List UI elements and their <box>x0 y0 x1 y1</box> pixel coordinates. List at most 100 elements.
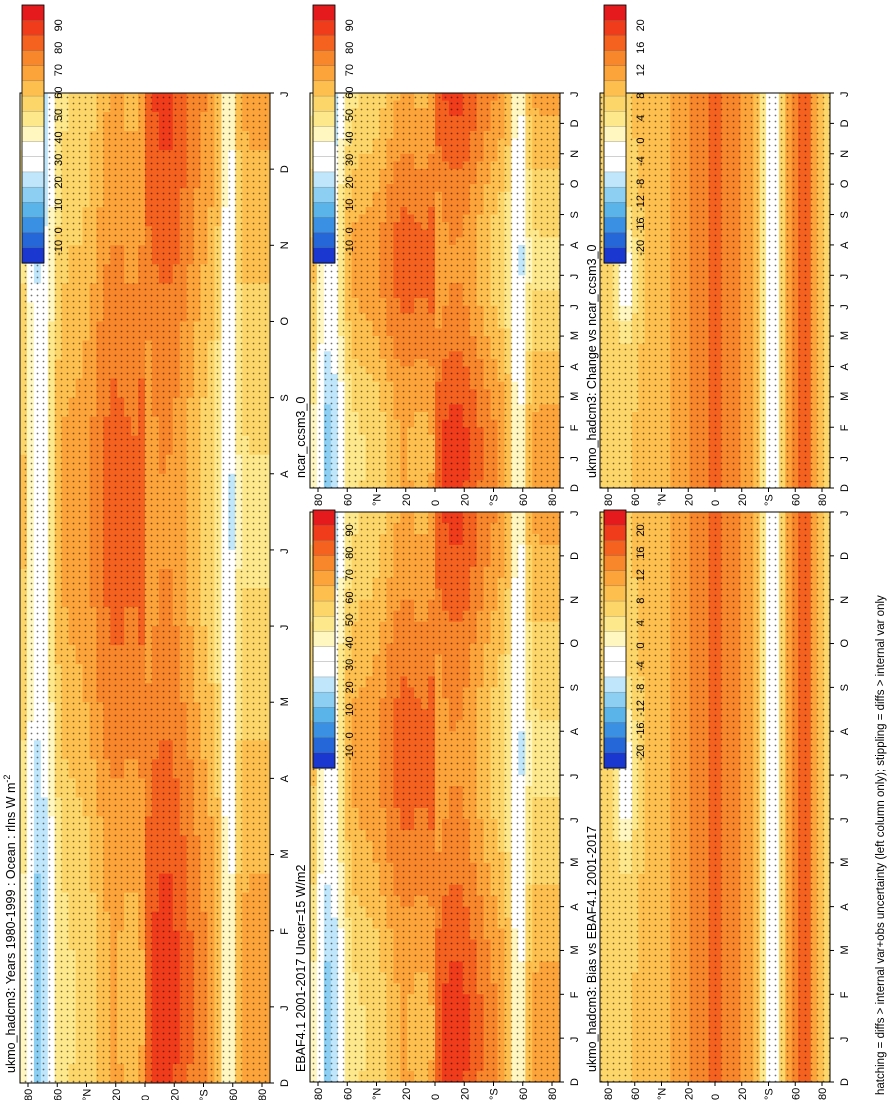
colorbar-swatch <box>22 172 44 188</box>
colorbar-tick-label: 90 <box>53 19 65 31</box>
colorbar-swatch <box>313 35 335 51</box>
colorbar-swatch <box>22 202 44 218</box>
lat-tick-label: °N <box>82 1089 94 1100</box>
lat-tick-label: 20 <box>401 494 413 506</box>
colorbar-swatch <box>22 66 44 82</box>
month-tick-label: A <box>569 241 581 249</box>
colorbar-swatch <box>22 157 44 173</box>
lat-tick-label: 60 <box>342 494 354 506</box>
colorbar-swatch <box>22 142 44 158</box>
colorbar-tick-label: 60 <box>344 86 356 98</box>
colorbar-swatch <box>313 142 335 158</box>
colorbar-swatch <box>313 172 335 188</box>
colorbar-swatch <box>22 51 44 67</box>
colorbar-tick-label: 60 <box>53 86 65 98</box>
month-tick-label: M <box>569 331 581 340</box>
panel-title: ncar_ccsm3_0 <box>294 397 308 478</box>
colorbar-tick-label: 80 <box>53 42 65 54</box>
colorbar-swatch <box>313 187 335 203</box>
month-tick-label: N <box>569 150 581 158</box>
stippling-overlay <box>310 93 560 488</box>
month-tick-label: J <box>569 304 581 310</box>
month-tick-label: D <box>569 484 581 492</box>
month-tick-label: J <box>279 625 291 631</box>
colorbar-tick-label: -10 <box>344 240 356 256</box>
month-tick-label: M <box>279 697 291 706</box>
lat-tick-label: °S <box>489 494 501 506</box>
colorbar-swatch <box>313 20 335 36</box>
colorbar-tick-label: 10 <box>344 199 356 211</box>
panel-title-superscript: -2 <box>2 775 12 783</box>
lat-tick-label: 20 <box>169 1089 181 1100</box>
lat-tick-label: 60 <box>518 494 530 506</box>
lat-tick-label: °S <box>199 1089 211 1100</box>
month-tick-label: J <box>279 92 291 98</box>
colorbar-tick-label: 30 <box>53 154 65 166</box>
colorbar-swatch <box>313 126 335 142</box>
colorbar-swatch <box>22 248 44 264</box>
colorbar-tick-label: 40 <box>344 131 356 143</box>
colorbar-swatch <box>22 111 44 127</box>
month-tick-label: A <box>279 774 291 782</box>
colorbar-swatch <box>313 81 335 97</box>
colorbar-tick-label: 50 <box>344 109 356 121</box>
colorbar-swatch <box>22 35 44 51</box>
lat-tick-label: 60 <box>228 1089 240 1100</box>
colorbar-swatch <box>313 111 335 127</box>
month-tick-label: J <box>569 274 581 280</box>
month-tick-label: O <box>279 316 291 325</box>
colorbar-tick-label: 30 <box>344 154 356 166</box>
lat-tick-label: 60 <box>52 1089 64 1100</box>
lat-tick-label: 80 <box>547 494 559 506</box>
month-tick-label: S <box>279 394 291 401</box>
colorbar-swatch <box>313 217 335 233</box>
lat-tick-label: 80 <box>257 1089 269 1100</box>
colorbar-swatch <box>22 126 44 142</box>
colorbar-swatch <box>22 81 44 97</box>
month-tick-label: N <box>279 241 291 249</box>
month-tick-label: M <box>279 849 291 858</box>
month-tick-label: D <box>279 1079 291 1087</box>
colorbar-swatch <box>313 233 335 249</box>
month-tick-label: M <box>569 392 581 401</box>
colorbar-tick-label: 10 <box>53 199 65 211</box>
colorbar-swatch <box>22 187 44 203</box>
month-tick-label: D <box>279 165 291 173</box>
colorbar-tick-label: -10 <box>53 240 65 256</box>
colorbar-swatch <box>22 5 44 21</box>
colorbar-swatch <box>22 96 44 112</box>
month-tick-label: J <box>569 92 581 98</box>
lat-tick-label: 80 <box>23 1089 35 1100</box>
lat-tick-label: 20 <box>459 494 471 506</box>
colorbar-swatch <box>313 5 335 21</box>
colorbar-tick-label: 20 <box>53 176 65 188</box>
colorbar-swatch <box>22 233 44 249</box>
month-tick-label: O <box>569 179 581 188</box>
month-tick-label: J <box>569 456 581 462</box>
lat-tick-label: 80 <box>313 494 325 506</box>
colorbar-swatch <box>22 20 44 36</box>
colorbar-swatch <box>313 96 335 112</box>
colorbar-tick-label: 0 <box>344 227 356 233</box>
lat-tick-label: 20 <box>111 1089 123 1100</box>
colorbar-tick-label: 20 <box>344 176 356 188</box>
month-tick-label: F <box>279 928 291 935</box>
colorbar-swatch <box>313 248 335 264</box>
month-tick-label: A <box>569 362 581 370</box>
month-tick-label: J <box>279 1005 291 1011</box>
panel-title: ukmo_hadcm3: Years 1980-1999 : Ocean : r… <box>2 775 18 1073</box>
colorbar-tick-label: 0 <box>53 227 65 233</box>
colorbar-tick-label: 80 <box>344 42 356 54</box>
colorbar-swatch <box>313 66 335 82</box>
colorbar-tick-label: 70 <box>344 64 356 76</box>
colorbar-swatch <box>313 157 335 173</box>
colorbar-swatch <box>22 217 44 233</box>
lat-tick-label: 0 <box>140 1095 152 1100</box>
colorbar-tick-label: 50 <box>53 109 65 121</box>
month-tick-label: D <box>569 119 581 127</box>
colorbar-swatch <box>313 51 335 67</box>
